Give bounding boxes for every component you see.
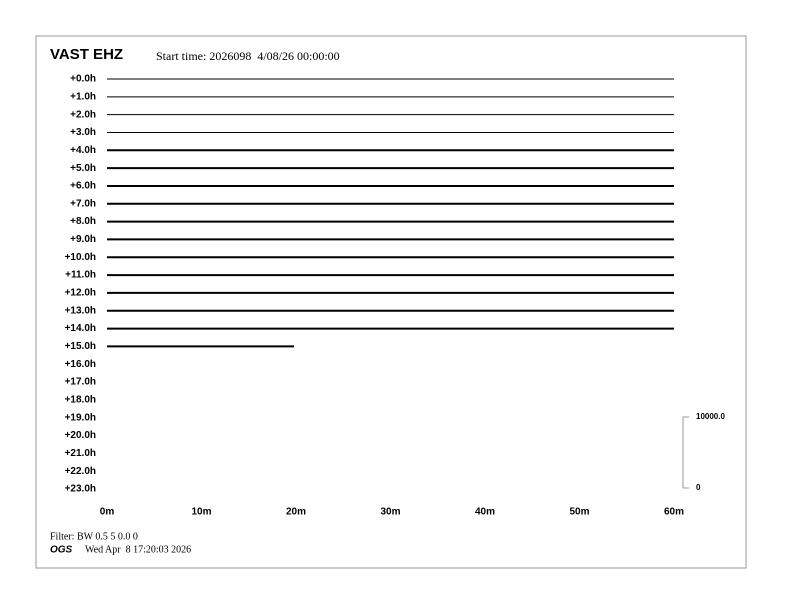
row-label: +0.0h (70, 74, 96, 85)
row-label: +16.0h (65, 359, 96, 370)
row-label: +15.0h (65, 341, 96, 352)
x-label: 40m (475, 507, 495, 518)
frame (35, 35, 747, 569)
x-label: 30m (380, 507, 400, 518)
row-label: +8.0h (70, 216, 96, 227)
scale-bottom: 0 (696, 483, 701, 492)
row-label: +23.0h (65, 484, 96, 495)
x-label: 50m (569, 507, 589, 518)
row-label: +2.0h (70, 109, 96, 120)
row-label: +17.0h (65, 377, 96, 388)
row-label: +13.0h (65, 305, 96, 316)
row-label: +19.0h (65, 412, 96, 423)
row-label: +9.0h (70, 234, 96, 245)
x-label: 60m (664, 507, 684, 518)
row-label: +6.0h (70, 181, 96, 192)
filter: Filter: BW 0.5 5 0.0 0 (50, 531, 138, 542)
row-label: +12.0h (65, 288, 96, 299)
row-label: +18.0h (65, 395, 96, 406)
row-label: +4.0h (70, 145, 96, 156)
row-label: +20.0h (65, 430, 96, 441)
row-label: +5.0h (70, 163, 96, 174)
row-label: +22.0h (65, 466, 96, 477)
row-label: +1.0h (70, 91, 96, 102)
row-label: +14.0h (65, 323, 96, 334)
scale-top: 10000.0 (696, 412, 725, 421)
date: Wed Apr 8 17:20:03 2026 (85, 544, 191, 555)
start-time: Start time: 2026098 4/08/26 00:00:00 (156, 49, 340, 63)
x-label: 0m (100, 507, 115, 518)
row-label: +10.0h (65, 252, 96, 263)
row-label: +7.0h (70, 198, 96, 209)
row-label: +11.0h (65, 270, 96, 281)
x-label: 20m (286, 507, 306, 518)
x-label: 10m (191, 507, 211, 518)
row-label: +3.0h (70, 127, 96, 138)
station-title: VAST EHZ (50, 46, 123, 63)
row-label: +21.0h (65, 448, 96, 459)
org: OGS (50, 545, 73, 556)
